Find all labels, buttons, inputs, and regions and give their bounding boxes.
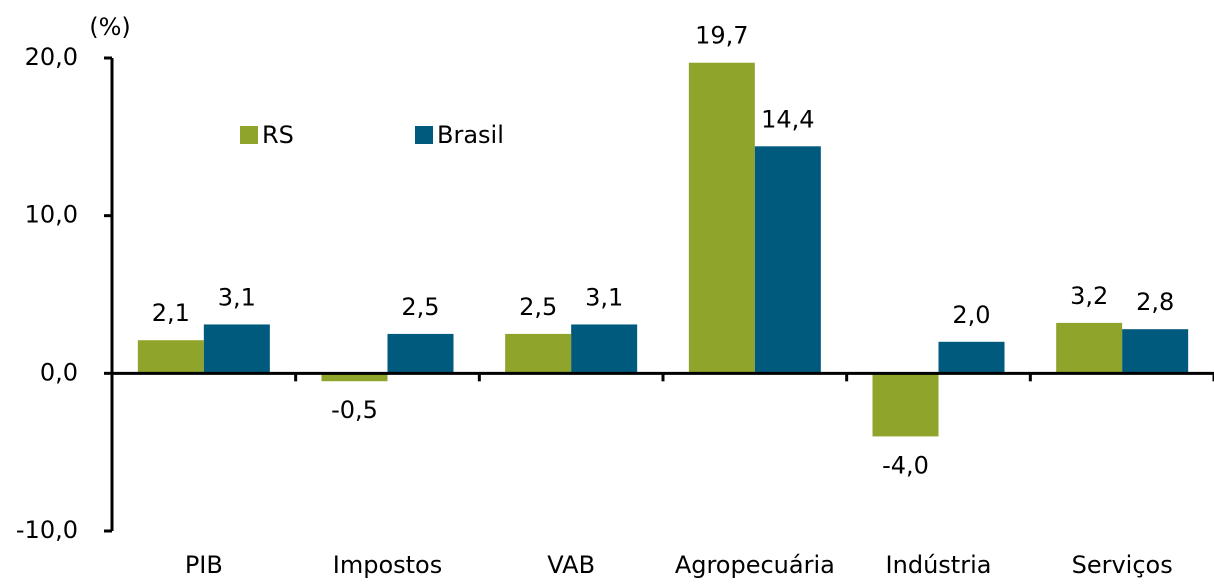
bar [872, 373, 939, 437]
value-label: 2,0 [952, 301, 990, 329]
x-tick-label: VAB [547, 551, 595, 579]
value-label: 3,1 [585, 283, 623, 311]
x-tick-label: Impostos [333, 551, 442, 579]
y-tick-label: 20,0 [25, 43, 78, 71]
x-tick-label: Serviços [1072, 551, 1173, 579]
y-axis-label: (%) [89, 13, 131, 41]
y-tick-label: 10,0 [25, 201, 78, 229]
value-label: -4,0 [882, 451, 929, 479]
bar [1056, 322, 1123, 374]
value-label: 2,1 [152, 299, 190, 327]
bar [754, 146, 821, 374]
value-label: 3,2 [1070, 282, 1108, 310]
bar [688, 62, 755, 374]
value-label: 2,5 [401, 293, 439, 321]
value-label: 2,8 [1136, 288, 1174, 316]
y-tick-label: 0,0 [40, 358, 78, 386]
value-label: -0,5 [331, 396, 378, 424]
x-tick-label: PIB [185, 551, 223, 579]
value-label: 19,7 [695, 22, 748, 50]
value-label: 14,4 [761, 105, 814, 133]
x-tick-label: Indústria [886, 551, 992, 579]
bar [137, 340, 204, 374]
value-label: 3,1 [218, 283, 256, 311]
bar [387, 333, 454, 374]
legend-swatch [240, 126, 258, 144]
bar [505, 333, 572, 374]
bar [1122, 329, 1189, 374]
legend-swatch [415, 126, 433, 144]
bar [203, 324, 270, 374]
x-tick-label: Agropecuária [675, 551, 835, 579]
bar [938, 341, 1005, 374]
y-tick-label: -10,0 [16, 516, 78, 544]
legend-label: Brasil [437, 121, 504, 149]
bar [321, 373, 388, 382]
value-label: 2,5 [519, 293, 557, 321]
legend-label: RS [262, 121, 294, 149]
bar [571, 324, 638, 374]
